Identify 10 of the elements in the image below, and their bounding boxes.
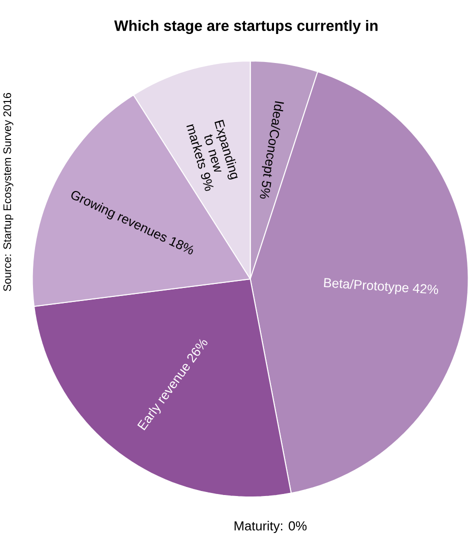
chart-title: Which stage are startups currently in: [114, 20, 378, 34]
category-label: Maturity: [234, 520, 280, 534]
slice-label: Beta/Prototype: [324, 278, 408, 294]
data-label: 18%: [169, 237, 194, 254]
data-label: 9%: [201, 172, 214, 191]
source-note: Source: Startup Ecosystem Survey 2016: [3, 92, 14, 292]
text: : 0%: [281, 521, 307, 530]
data-label: 42%: [412, 284, 438, 294]
data-label: 5%: [260, 180, 272, 199]
slice-label: Idea/Concept: [262, 101, 284, 178]
